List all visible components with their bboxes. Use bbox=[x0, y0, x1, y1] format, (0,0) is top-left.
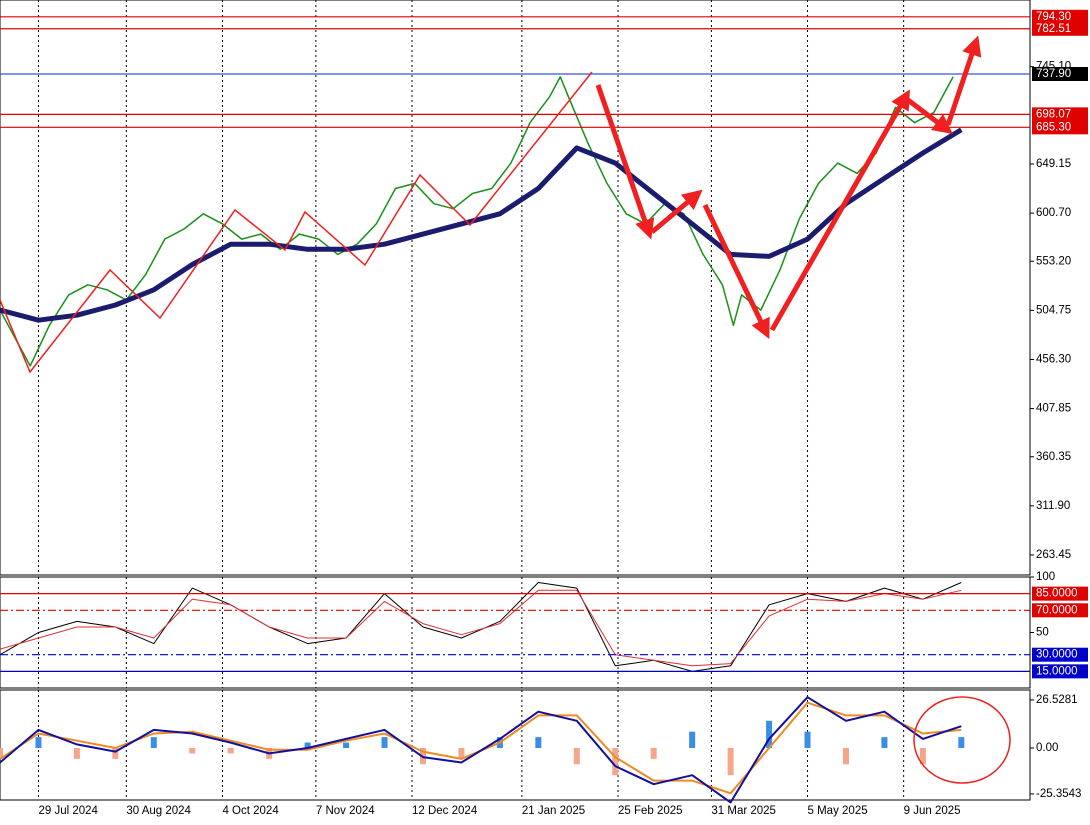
histogram-bar bbox=[842, 747, 849, 765]
y-tick-label: 311.90 bbox=[1036, 500, 1070, 512]
level-label: 698.07 bbox=[1036, 108, 1071, 120]
histogram-bar bbox=[881, 737, 888, 748]
level-label: 685.30 bbox=[1036, 121, 1071, 133]
arrow bbox=[769, 89, 910, 332]
zigzag bbox=[0, 71, 593, 374]
level-label-box bbox=[1032, 603, 1088, 618]
histogram-bar bbox=[804, 731, 811, 748]
series-line bbox=[0, 696, 962, 804]
level-label-box bbox=[1032, 9, 1088, 24]
level-label-box bbox=[1032, 120, 1088, 135]
panel bbox=[0, 689, 1031, 801]
histogram-bar bbox=[650, 747, 657, 759]
x-tick-label: 4 Oct 2024 bbox=[222, 805, 279, 817]
histogram-bar bbox=[958, 737, 965, 748]
arrow bbox=[595, 84, 655, 240]
y-tick-label: 0.00 bbox=[1036, 742, 1058, 754]
histogram-bar bbox=[189, 747, 196, 754]
series-line bbox=[0, 76, 954, 367]
series-line bbox=[0, 127, 963, 323]
level-label: 794.30 bbox=[1036, 11, 1071, 23]
level-label: 15.0000 bbox=[1036, 665, 1078, 677]
highlight-circle bbox=[913, 696, 1011, 784]
level-label: 782.51 bbox=[1036, 23, 1071, 35]
histogram-bar bbox=[112, 747, 119, 759]
y-tick-label: -25.3543 bbox=[1036, 788, 1081, 800]
x-tick-label: 30 Aug 2024 bbox=[126, 805, 191, 817]
level-label-box bbox=[1032, 586, 1088, 601]
y-tick-label: 407.85 bbox=[1036, 403, 1071, 415]
x-tick-label: 7 Nov 2024 bbox=[316, 805, 375, 817]
histogram-bar bbox=[227, 747, 234, 754]
level-label: 737.90 bbox=[1036, 68, 1071, 80]
histogram-bar bbox=[35, 737, 42, 748]
y-tick-label: 600.70 bbox=[1036, 207, 1071, 219]
level-label: 85.0000 bbox=[1036, 588, 1078, 600]
x-tick-label: 31 Mar 2025 bbox=[711, 805, 776, 817]
y-tick-label: 456.30 bbox=[1036, 354, 1071, 366]
histogram-bar bbox=[73, 747, 80, 759]
y-tick-label: 360.35 bbox=[1036, 451, 1071, 463]
histogram-bar bbox=[573, 747, 580, 765]
x-tick-label: 21 Jan 2025 bbox=[522, 805, 585, 817]
arrow bbox=[945, 35, 982, 126]
y-tick-label: 504.75 bbox=[1036, 304, 1071, 316]
y-tick-label: 100 bbox=[1036, 571, 1055, 583]
arrow bbox=[906, 98, 953, 135]
series-line bbox=[0, 582, 962, 672]
x-tick-label: 29 Jul 2024 bbox=[38, 805, 98, 817]
histogram-bar bbox=[919, 747, 926, 765]
x-tick-label: 9 Jun 2025 bbox=[904, 805, 961, 817]
x-tick-label: 12 Dec 2024 bbox=[412, 805, 478, 817]
panel bbox=[0, 0, 1031, 576]
y-tick-label: 649.15 bbox=[1036, 158, 1071, 170]
arrow bbox=[702, 203, 770, 340]
histogram-bar bbox=[150, 737, 157, 748]
series-line bbox=[0, 589, 962, 667]
histogram-bar bbox=[304, 742, 311, 748]
level-label-box bbox=[1032, 107, 1088, 122]
histogram-bar bbox=[0, 747, 3, 759]
y-tick-label: 553.20 bbox=[1036, 255, 1071, 267]
level-label-box bbox=[1032, 647, 1088, 662]
histogram-bar bbox=[381, 737, 388, 748]
level-label-box bbox=[1032, 664, 1088, 679]
arrow bbox=[650, 189, 703, 234]
y-tick-label: 263.45 bbox=[1036, 549, 1071, 561]
histogram-bar bbox=[766, 720, 773, 748]
level-label: 70.0000 bbox=[1036, 604, 1078, 616]
annotations bbox=[0, 35, 1011, 784]
histogram-bar bbox=[689, 731, 696, 748]
level-label: 30.0000 bbox=[1036, 649, 1078, 661]
level-label-box bbox=[1032, 67, 1088, 82]
level-label-box bbox=[1032, 21, 1088, 36]
y-tick-label: 50 bbox=[1036, 627, 1049, 639]
histogram-bar bbox=[727, 747, 734, 776]
histogram-bar bbox=[458, 747, 465, 759]
x-tick-label: 5 May 2025 bbox=[808, 805, 868, 817]
histogram-bar bbox=[343, 742, 350, 748]
histogram-bar bbox=[535, 737, 542, 748]
y-tick-label: 26.5281 bbox=[1036, 694, 1078, 706]
histogram-bar bbox=[612, 747, 619, 776]
x-tick-label: 25 Feb 2025 bbox=[618, 805, 683, 817]
